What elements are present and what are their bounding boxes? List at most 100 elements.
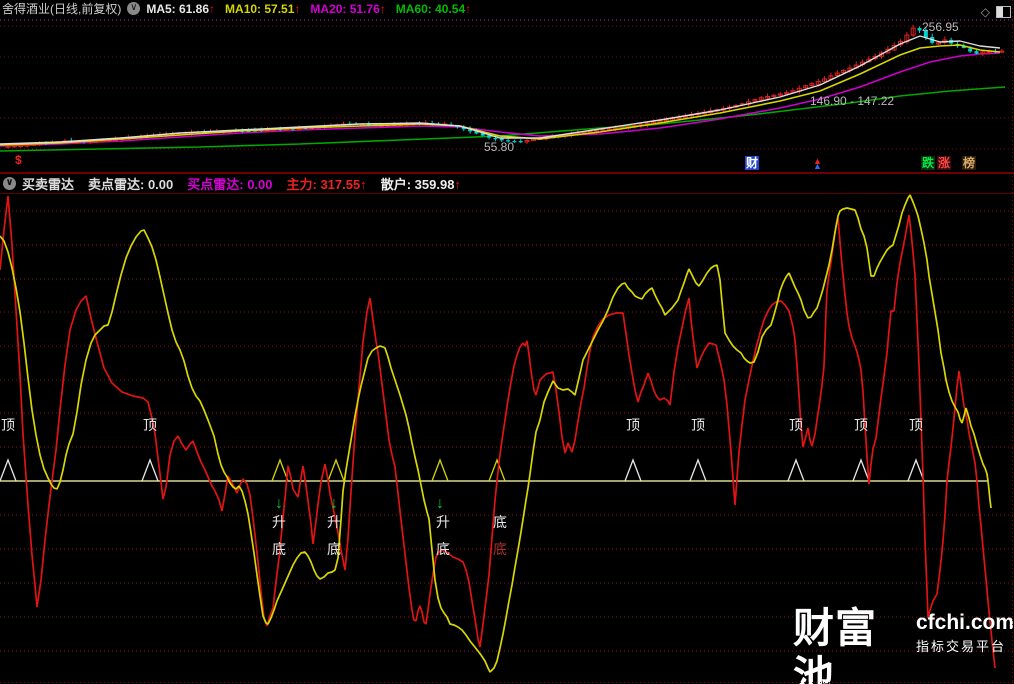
down-triangle-icon: ▲ (813, 161, 822, 171)
indicator-label-4: 散户: 359.98↑ (380, 176, 461, 192)
candle-body-up (530, 138, 536, 142)
top-label: 顶 (854, 417, 868, 433)
signal-triangle-yellow (271, 458, 289, 482)
candle-body-up (872, 55, 878, 60)
signal-triangle-white (787, 458, 805, 482)
price-label: 55.80 (484, 140, 515, 154)
indicator-header-bar: ∨ 买卖雷达 卖点雷达: 0.00 买点雷达: 0.00 主力: 317.55↑ 散户:… (0, 173, 1014, 193)
tag-button-榜[interactable]: 榜 (962, 156, 977, 170)
candle-body-up (910, 27, 916, 36)
candle-body-up (784, 92, 790, 95)
top-label: 顶 (1, 417, 15, 433)
candlestick-panel[interactable]: 256.95 146.90 - 147.22 55.80 $ 财 跌涨榜 ▲ ▲ (0, 17, 1014, 172)
candle-body-up (758, 97, 764, 101)
top-header-bar: 舍得酒业(日线,前复权) ∨ MA5: 61.86↑ MA10: 57.51↑ MA… (0, 0, 1014, 19)
candle-body-up (841, 70, 847, 74)
signal-triangle-white (141, 458, 159, 482)
bottom-label: 升 (272, 514, 286, 530)
up-arrow-icon: ↑ (465, 1, 472, 16)
candle-body-up (5, 145, 11, 148)
tag-button-财[interactable]: 财 (745, 156, 760, 170)
indicator-label-3: 主力: 317.55↑ (286, 176, 367, 192)
candle-body-down (923, 29, 928, 38)
candle-body-up (524, 140, 530, 143)
chevron-down-icon[interactable]: ∨ (127, 2, 141, 15)
candle-body-up (752, 99, 758, 102)
ma-label-3: MA60: 40.54↑ (395, 1, 472, 16)
split-layout-icon[interactable] (996, 6, 1011, 18)
indicator-label-2: 买点雷达: 0.00 (187, 176, 273, 192)
indicator-panel[interactable]: 顶顶顶顶顶顶顶 ↓ ↓ ↓ 升底升底升底底底 (0, 194, 1014, 684)
price-label: 256.95 (922, 20, 959, 34)
bottom-label: 底 (272, 541, 286, 557)
panel-divider (0, 172, 1014, 174)
tag-button-跌[interactable]: 跌 (921, 156, 936, 170)
signal-triangle-white (907, 458, 925, 482)
signal-triangle-white (852, 458, 870, 482)
candle-body-up (11, 145, 17, 148)
candle-body-up (777, 93, 783, 96)
green-down-arrow-icon: ↓ (330, 495, 338, 512)
price-label: 146.90 - 147.22 (810, 94, 895, 108)
candle-body-down (480, 133, 485, 136)
candle-body-up (765, 95, 771, 99)
watermark-brand: 财富池 (793, 605, 877, 684)
chevron-down-icon[interactable]: ∨ (3, 176, 16, 190)
ma-label-2: MA20: 51.76↑ (310, 1, 386, 16)
bottom-label: 升 (436, 514, 450, 530)
indicator-label-1: 卖点雷达: 0.00 (88, 176, 174, 192)
tag-button-涨[interactable]: 涨 (937, 156, 952, 170)
watermark: 财富池 cfchi.com 指标交易平台 (793, 604, 1014, 684)
candle-body-up (771, 94, 777, 97)
candle-body-up (663, 119, 669, 122)
candle-body-down (968, 48, 973, 52)
bottom-label: 底 (493, 541, 507, 557)
diamond-icon[interactable]: ◇ (980, 5, 990, 19)
candle-body-up (809, 83, 815, 87)
bottom-label: 升 (327, 514, 341, 530)
up-arrow-icon: ↑ (209, 1, 216, 16)
ma-label-1: MA10: 57.51↑ (225, 1, 301, 16)
up-triangle-icon: ▲ (813, 156, 822, 166)
candle-body-down (974, 51, 979, 54)
bottom-label: 底 (436, 541, 450, 557)
green-down-arrow-icon: ↓ (275, 495, 283, 512)
signal-triangle-yellow (488, 458, 506, 482)
top-label: 顶 (143, 417, 157, 433)
candle-body-down (493, 137, 498, 140)
candle-body-down (461, 126, 466, 130)
candle-body-down (499, 138, 504, 141)
candle-body-down (961, 45, 966, 48)
up-arrow-icon: ↑ (360, 176, 367, 192)
signal-triangle-white (689, 458, 707, 482)
ma10-line (0, 44, 1001, 146)
candle-body-up (834, 72, 840, 76)
bottom-label: 底 (493, 514, 507, 530)
top-label: 顶 (691, 417, 705, 433)
candle-body-up (936, 42, 942, 45)
candle-body-up (980, 51, 986, 55)
compass-arrow-icon[interactable]: ▲ ▲ (813, 156, 823, 171)
watermark-tagline: 指标交易平台 (915, 639, 1006, 654)
right-border (1012, 0, 1013, 684)
up-arrow-icon: ↑ (454, 176, 461, 192)
retail-line (0, 194, 992, 673)
candle-body-down (487, 135, 492, 138)
indicator-legend: 买卖雷达 卖点雷达: 0.00 买点雷达: 0.00 主力: 317.55↑ 散户: 3… (22, 174, 475, 193)
up-arrow-icon: ↑ (379, 1, 386, 16)
candle-body-up (815, 81, 821, 85)
candle-body-down (474, 131, 479, 134)
ma-label-0: MA5: 61.86↑ (146, 1, 216, 16)
candle-body-down (506, 140, 511, 142)
candle-body-down (518, 141, 523, 143)
bottom-label: 底 (327, 541, 341, 557)
candle-body-up (822, 78, 828, 82)
candle-body-down (512, 141, 517, 143)
candle-body-down (917, 28, 922, 31)
main-force-line (0, 195, 996, 669)
candle-body-down (455, 126, 460, 128)
top-label: 顶 (909, 417, 923, 433)
ma-legend: MA5: 61.86↑ MA10: 57.51↑ MA20: 51.76↑ MA60:… (146, 2, 481, 16)
up-arrow-icon: ↑ (294, 1, 301, 16)
panel-divider (0, 193, 1014, 194)
